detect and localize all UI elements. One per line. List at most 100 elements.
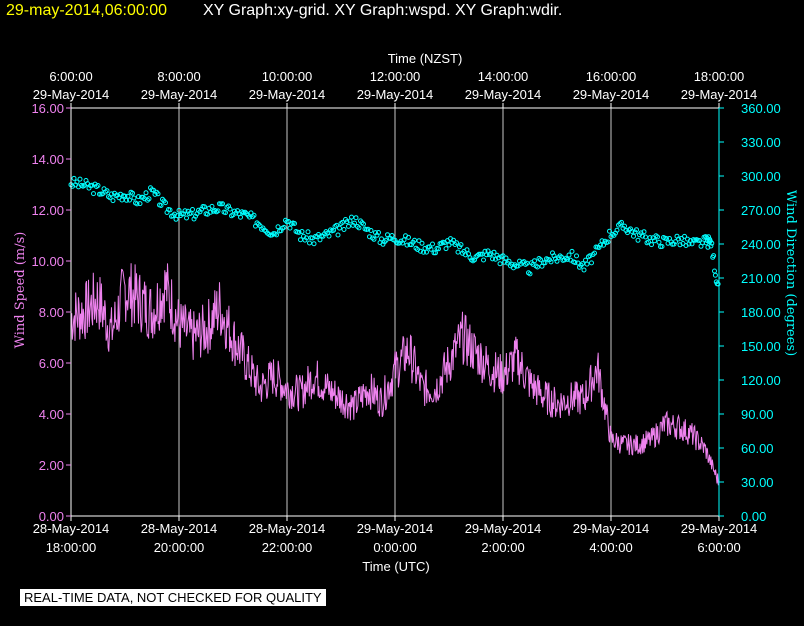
wind-direction-point [532, 258, 537, 264]
right-tick-label: 360.00 [741, 101, 781, 116]
top-tick-date: 29-May-2014 [249, 87, 326, 102]
wind-direction-point [190, 207, 195, 212]
wind-direction-point [580, 261, 585, 267]
wind-direction-point [376, 230, 381, 235]
wind-direction-point [202, 204, 207, 210]
right-tick-label: 240.00 [741, 237, 781, 252]
wind-direction-point [581, 267, 587, 273]
wind-direction-point [454, 240, 459, 246]
wind-direction-point [275, 224, 281, 230]
wind-direction-point [711, 253, 717, 259]
wind-direction-point [443, 246, 449, 252]
wind-direction-point [287, 225, 293, 231]
wind-direction-point [163, 200, 168, 206]
right-tick-label: 270.00 [741, 203, 781, 218]
wind-direction-point [433, 250, 438, 256]
wind-direction-point [220, 201, 225, 207]
bottom-tick-date: 29-May-2014 [357, 521, 434, 536]
wind-direction-point [424, 249, 429, 255]
bottom-tick-time: 6:00:00 [697, 540, 740, 555]
wind-direction-point [349, 214, 354, 220]
wind-direction-point [404, 242, 410, 248]
wind-direction-point [481, 257, 486, 263]
wind-direction-point [631, 233, 636, 239]
wind-direction-point [346, 223, 351, 229]
right-tick-label: 0.00 [741, 509, 766, 524]
wind-direction-point [143, 190, 149, 196]
top-tick-time: 6:00:00 [49, 69, 92, 84]
wind-direction-point [305, 229, 311, 235]
wind-direction-point [656, 239, 662, 245]
top-tick-time: 8:00:00 [157, 69, 200, 84]
right-tick-label: 330.00 [741, 135, 781, 150]
top-tick-time: 12:00:00 [370, 69, 421, 84]
wind-direction-point [292, 221, 297, 226]
quality-notice: REAL-TIME DATA, NOT CHECKED FOR QUALITY [20, 589, 326, 606]
bottom-tick-time: 0:00:00 [373, 540, 416, 555]
wind-direction-point [368, 228, 374, 233]
wind-direction-point [451, 237, 456, 243]
wind-direction-point [640, 233, 645, 239]
wind-direction-series [68, 175, 721, 287]
wind-direction-point [622, 223, 627, 229]
wind-direction-point [598, 242, 603, 248]
wind-direction-point [406, 234, 411, 240]
wind-direction-point [491, 249, 497, 255]
wind-direction-point [502, 259, 507, 265]
right-axis-title: Wind Direction (degrees) [783, 190, 798, 356]
top-tick-date: 29-May-2014 [33, 87, 110, 102]
left-tick-label: 0.00 [39, 509, 64, 524]
wind-direction-point [479, 251, 485, 257]
wind-direction-point [91, 191, 96, 197]
wind-direction-point [317, 237, 323, 243]
wind-direction-point [130, 190, 135, 196]
bottom-tick-time: 20:00:00 [154, 540, 205, 555]
wind-direction-point [599, 238, 605, 244]
wind-direction-point [566, 252, 572, 258]
top-tick-date: 29-May-2014 [141, 87, 218, 102]
wind-direction-point [352, 220, 357, 226]
wind-direction-point [155, 191, 161, 197]
wind-direction-point [175, 213, 180, 219]
wind-direction-point [712, 272, 718, 278]
wind-direction-point [647, 235, 653, 241]
wind-direction-point [344, 219, 350, 225]
wind-direction-point [182, 208, 188, 214]
wind-direction-point [430, 241, 435, 247]
wind-direction-point [587, 253, 593, 259]
wind-direction-point [649, 242, 654, 248]
wind-direction-point [412, 237, 417, 243]
wind-direction-point [535, 264, 540, 270]
wind-direction-point [379, 236, 384, 242]
bottom-tick-time: 4:00:00 [589, 540, 632, 555]
left-tick-label: 16.00 [31, 101, 64, 116]
wind-direction-point [418, 248, 423, 254]
wind-direction-point [619, 219, 624, 225]
wind-direction-point [136, 194, 141, 200]
bottom-tick-date: 29-May-2014 [681, 521, 758, 536]
wind-direction-point [95, 183, 101, 188]
wind-direction-point [104, 188, 110, 194]
bottom-tick-time: 2:00:00 [481, 540, 524, 555]
wind-direction-point [176, 207, 182, 213]
wind-speed-series [70, 263, 720, 486]
wind-direction-point [131, 195, 137, 201]
wind-direction-point [401, 237, 407, 243]
wind-direction-point [629, 229, 635, 234]
top-tick-date: 29-May-2014 [573, 87, 650, 102]
wind-direction-point [326, 233, 332, 239]
wind-direction-point [664, 236, 669, 242]
wind-direction-point [689, 241, 695, 247]
wind-direction-point [247, 214, 252, 220]
wind-direction-point [659, 244, 665, 249]
bottom-tick-date: 28-May-2014 [249, 521, 326, 536]
top-tick-time: 14:00:00 [478, 69, 529, 84]
wind-direction-point [712, 268, 717, 274]
wind-direction-point [607, 228, 612, 234]
wind-direction-point [697, 238, 702, 243]
wind-direction-point [455, 249, 461, 255]
left-tick-label: 4.00 [39, 407, 64, 422]
wind-direction-point [458, 242, 464, 248]
wind-direction-point [356, 225, 362, 231]
